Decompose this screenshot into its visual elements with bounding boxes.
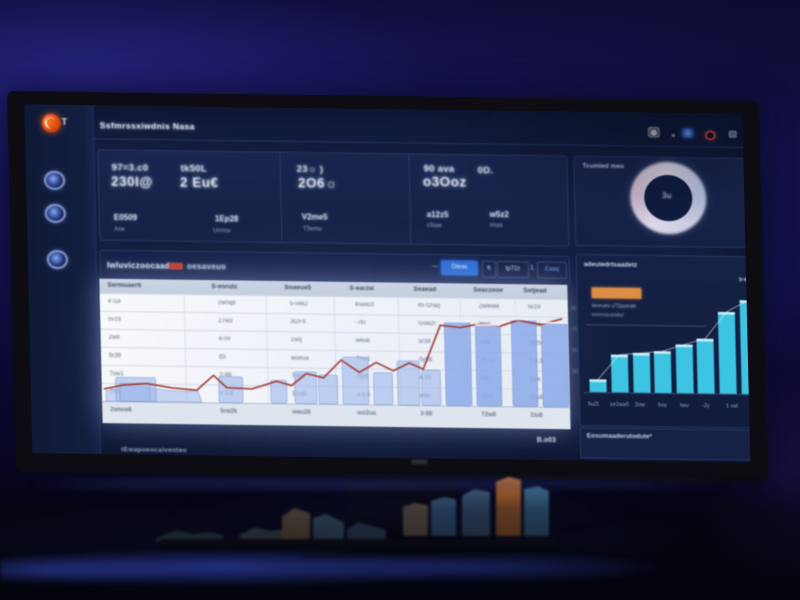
svg-text:5oy: 5oy xyxy=(658,402,667,408)
svg-text:2ow: 2ow xyxy=(635,402,645,408)
svg-text:1 vat: 1 vat xyxy=(726,403,739,409)
svg-text:ze2aw0: ze2aw0 xyxy=(610,402,629,408)
svg-text:-2y: -2y xyxy=(702,403,710,409)
svg-text:5u2t.: 5u2t. xyxy=(588,401,601,407)
svg-text:twu: twu xyxy=(680,403,689,409)
